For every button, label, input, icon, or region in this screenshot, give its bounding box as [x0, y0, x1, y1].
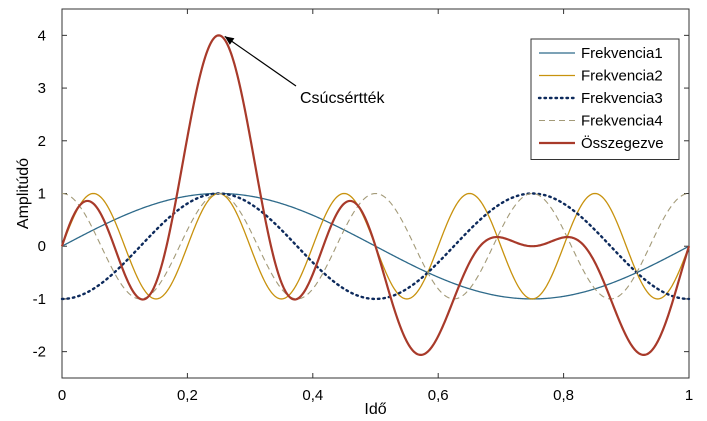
series-line-3 — [60, 192, 691, 301]
y-tick-label: -2 — [33, 344, 46, 361]
legend-label: Összegezve — [581, 134, 664, 152]
y-tick-label: -1 — [33, 291, 46, 308]
x-tick-label: 0 — [58, 387, 66, 404]
x-tick-label: 0,6 — [428, 387, 449, 404]
y-tick-label: 0 — [38, 238, 46, 255]
y-tick-label: 4 — [38, 27, 46, 44]
y-tick-label: 3 — [38, 80, 46, 97]
x-tick-label: 0,4 — [302, 387, 323, 404]
x-axis-label: Idő — [364, 401, 386, 418]
series-layer — [60, 34, 691, 357]
legend: Frekvencia1 Frekvencia2 Frekvencia3 Frekven… — [530, 38, 680, 160]
x-tick-label: 0,8 — [553, 387, 574, 404]
legend-box — [530, 38, 680, 160]
y-tick-label: 2 — [38, 133, 46, 150]
y-axis-label: Amplitúdó — [15, 158, 32, 229]
axis-ticks: 0 0,2 0,4 0,6 0,8 1 -2 -1 0 1 2 3 4 — [33, 9, 693, 404]
legend-label: Frekvencia1 — [581, 45, 663, 62]
annotation-arrow — [224, 35, 297, 87]
legend-label: Frekvencia3 — [581, 90, 663, 107]
annotation-layer: Csúcsértték — [224, 35, 385, 107]
series-line-5 — [60, 34, 691, 357]
x-tick-label: 0,2 — [177, 387, 198, 404]
annotation-label: Csúcsértték — [300, 90, 385, 107]
legend-label: Frekvencia4 — [581, 113, 663, 130]
series-line-4 — [61, 192, 690, 300]
legend-label: Frekvencia2 — [581, 68, 663, 85]
annotation-arrowhead — [224, 36, 235, 45]
y-tick-label: 1 — [38, 186, 46, 203]
x-tick-label: 1 — [685, 387, 693, 404]
